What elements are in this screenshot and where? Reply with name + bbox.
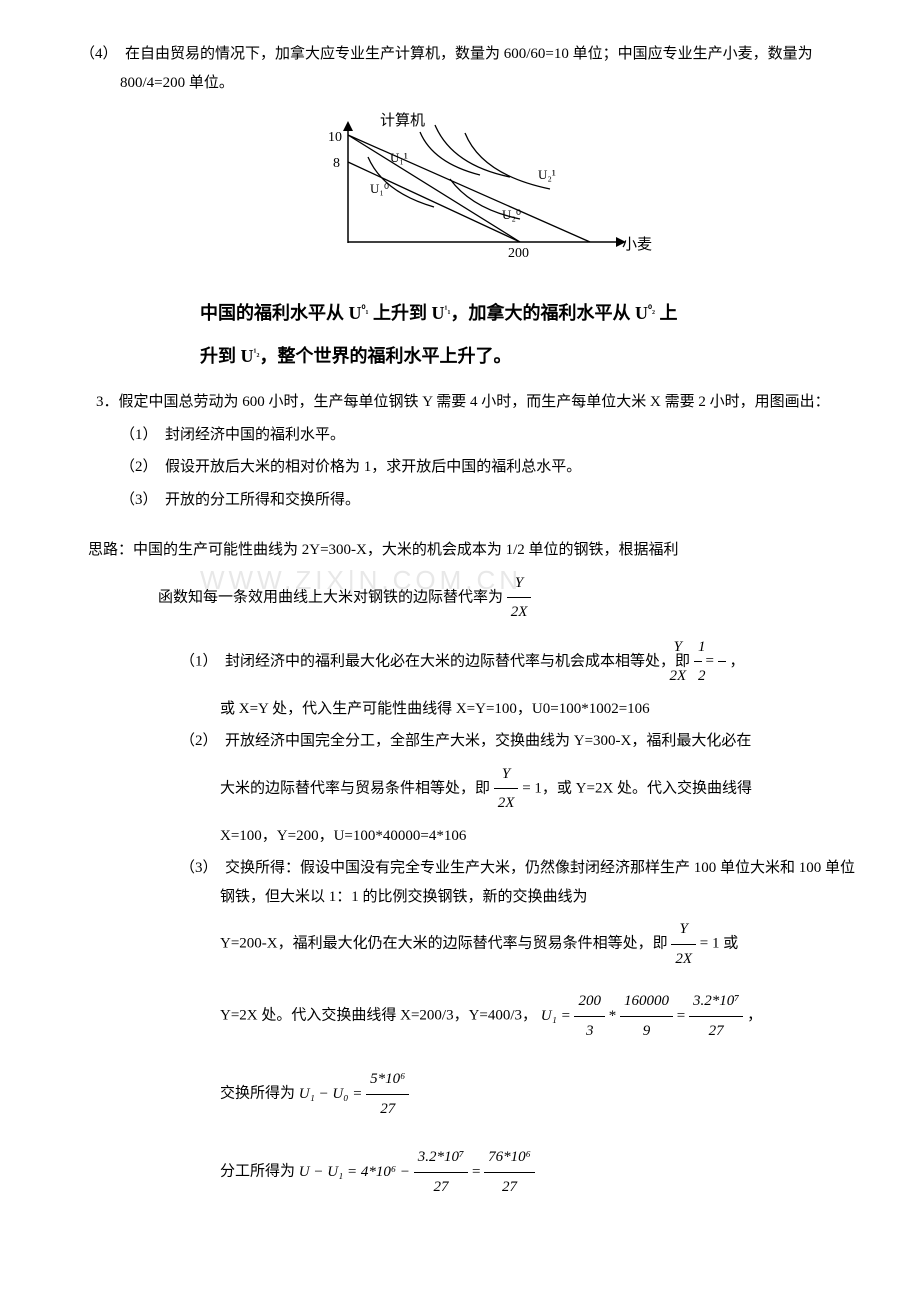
conclusion-line1: 中国的福利水平从 U⁰₁ 上升到 U¹₁，加拿大的福利水平从 U⁰₂ 上	[60, 292, 860, 335]
q3-p2: （2） 假设开放后大米的相对价格为 1，求开放后中国的福利总水平。	[60, 453, 860, 482]
welfare-chart: 计算机 小麦 10 8 200 U₁¹ U₁⁰ U₂¹ U₂⁰	[250, 107, 670, 272]
sol-3d: Y=2X 处。代入交换曲线得 X=200/3，Y=400/3， U₁ = 200…	[60, 987, 860, 1045]
sol-3: （3） 交换所得：假设中国没有完全专业生产大米，仍然像封闭经济那样生产 100 …	[60, 854, 860, 911]
svg-text:U₂¹: U₂¹	[538, 167, 556, 182]
sol-2b: 大米的边际替代率与贸易条件相等处，即 Y2X = 1，或 Y=2X 处。代入交换…	[60, 760, 860, 818]
q3-p1: （1） 封闭经济中国的福利水平。	[60, 421, 860, 450]
sol-3b: Y=200-X，福利最大化仍在大米的边际替代率与贸易条件相等处，即 Y2X = …	[60, 915, 860, 973]
svg-text:10: 10	[328, 130, 342, 145]
solution-intro-a: 思路：中国的生产可能性曲线为 2Y=300-X，大米的机会成本为 1/2 单位的…	[60, 536, 860, 565]
svg-text:U₁⁰: U₁⁰	[370, 181, 389, 196]
chart-y-title: 计算机	[380, 111, 425, 129]
chart-x-title: 小麦	[622, 236, 652, 253]
sol-3e: 交换所得为 U₁ − U₀ = 5*10⁶27	[60, 1065, 860, 1123]
q3-p3: （3） 开放的分工所得和交换所得。	[60, 486, 860, 515]
sol-2d: X=100，Y=200，U=100*40000=4*106	[60, 822, 860, 851]
sol-2: （2） 开放经济中国完全分工，全部生产大米，交换曲线为 Y=300-X，福利最大…	[60, 727, 860, 756]
svg-text:200: 200	[508, 246, 529, 261]
sol-1: （1） 封闭经济中的福利最大化必在大米的边际替代率与机会成本相等处，即 Y2X …	[60, 633, 860, 691]
item-4: （4） 在自由贸易的情况下，加拿大应专业生产计算机，数量为 600/60=10 …	[60, 40, 860, 97]
svg-text:U₂⁰: U₂⁰	[502, 207, 521, 222]
solution-intro-b: 函数知每一条效用曲线上大米对钢铁的边际替代率为 Y2X	[60, 569, 860, 627]
item4-text: 在自由贸易的情况下，加拿大应专业生产计算机，数量为 600/60=10 单位；中…	[120, 46, 813, 91]
item4-num: （4）	[80, 46, 118, 62]
conclusion-line2: 升到 U¹₂，整个世界的福利水平上升了。	[60, 335, 860, 378]
sol-1b: 或 X=Y 处，代入生产可能性曲线得 X=Y=100，U0=100*1002=1…	[60, 695, 860, 724]
q3-intro: 3．假定中国总劳动为 600 小时，生产每单位钢铁 Y 需要 4 小时，而生产每…	[60, 388, 860, 417]
sol-3f: 分工所得为 U − U₁ = 4*10⁶ − 3.2*10⁷27 = 76*10…	[60, 1143, 860, 1201]
svg-text:U₁¹: U₁¹	[390, 150, 408, 165]
svg-text:8: 8	[333, 156, 340, 171]
